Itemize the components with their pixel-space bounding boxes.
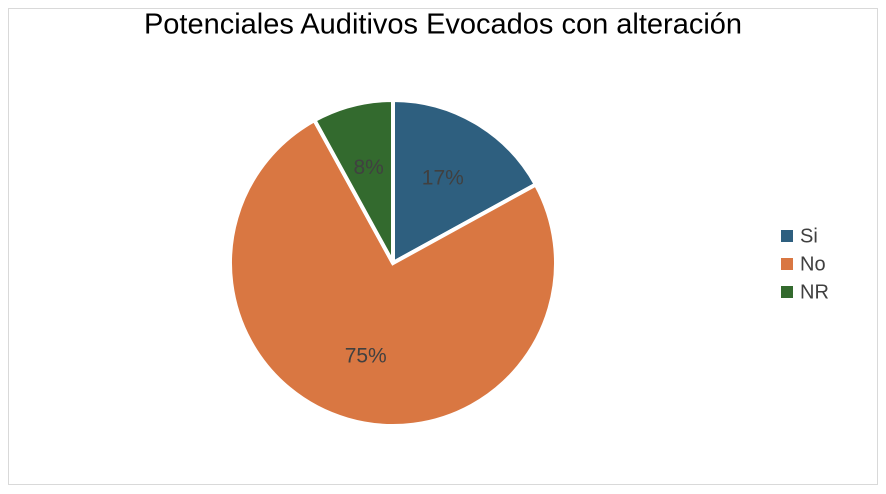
- chart-title: Potenciales Auditivos Evocados con alter…: [144, 9, 742, 41]
- pie-slice: [311, 97, 395, 264]
- data-label: 8%: [353, 156, 383, 179]
- legend-label: Si: [800, 225, 818, 247]
- legend-swatch: [781, 286, 793, 298]
- legend-label: No: [800, 253, 826, 275]
- legend-label: NR: [800, 281, 829, 303]
- data-label: 17%: [422, 166, 464, 189]
- legend-swatch: [781, 230, 793, 242]
- legend-swatch: [781, 258, 793, 270]
- data-label: 75%: [345, 344, 387, 367]
- pie-slice: [228, 117, 558, 428]
- pie-slice: [391, 97, 539, 267]
